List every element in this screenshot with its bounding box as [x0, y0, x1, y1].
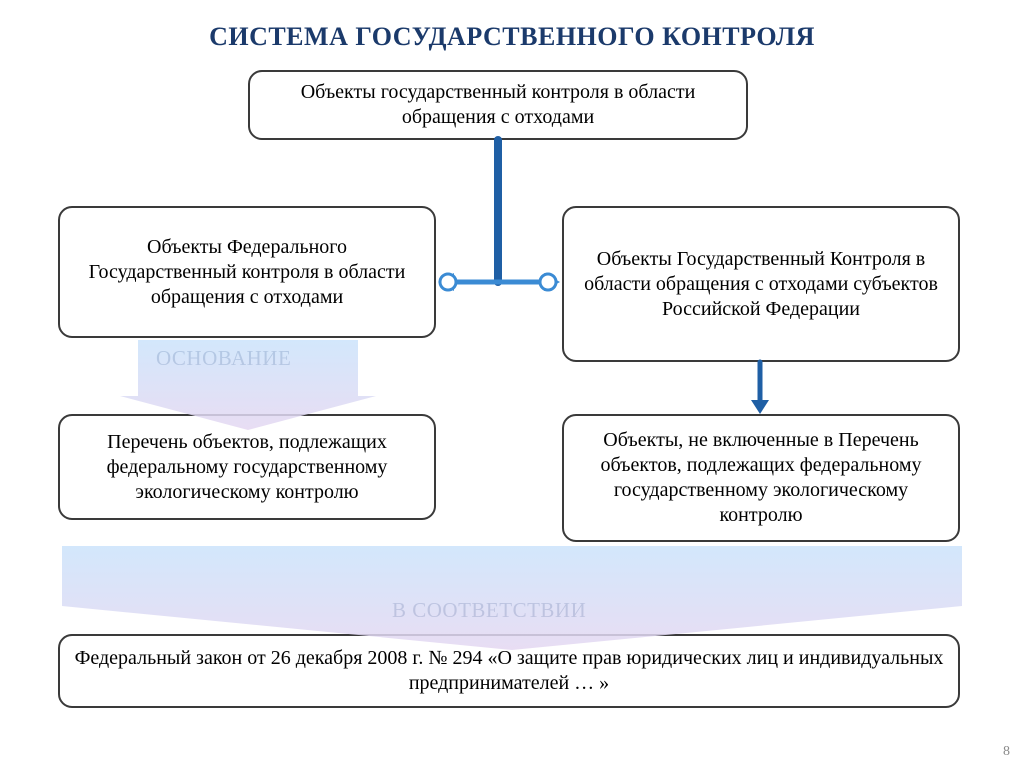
- page-title: СИСТЕМА ГОСУДАРСТВЕННОГО КОНТРОЛЯ: [0, 22, 1024, 52]
- label-basis: ОСНОВАНИЕ: [156, 346, 291, 371]
- box-top-objects: Объекты государственный контроля в облас…: [248, 70, 748, 140]
- box-not-included: Объекты, не включенные в Перечень объект…: [562, 414, 960, 542]
- box-subject-objects: Объекты Государственный Контроля в облас…: [562, 206, 960, 362]
- box-federal-law: Федеральный закон от 26 декабря 2008 г. …: [58, 634, 960, 708]
- box-perechen: Перечень объектов, подлежащих федерально…: [58, 414, 436, 520]
- page-number: 8: [1003, 744, 1010, 760]
- box-federal-objects: Объекты Федерального Государственный кон…: [58, 206, 436, 338]
- label-accordance: В СООТВЕТСТВИИ: [392, 598, 586, 623]
